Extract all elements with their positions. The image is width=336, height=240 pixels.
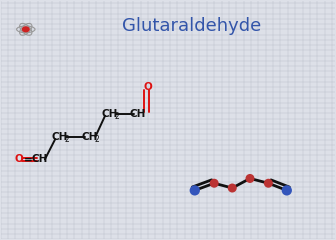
Text: 2: 2 [64, 135, 69, 144]
Point [229, 186, 235, 190]
Point [247, 177, 253, 180]
Point [284, 188, 290, 192]
Text: O: O [15, 154, 24, 164]
Text: Glutaraldehyde: Glutaraldehyde [122, 17, 261, 35]
Text: 2: 2 [94, 135, 99, 144]
Circle shape [23, 27, 29, 32]
Point [266, 181, 271, 185]
Text: O: O [143, 82, 152, 92]
Point [192, 188, 198, 192]
Text: CH: CH [81, 132, 97, 142]
Text: CH: CH [130, 109, 146, 119]
Text: CH: CH [51, 132, 68, 142]
Text: 2: 2 [115, 112, 119, 121]
Point [211, 181, 217, 185]
Text: CH: CH [101, 109, 118, 119]
Text: =: = [24, 154, 33, 164]
Text: CH: CH [32, 154, 48, 164]
